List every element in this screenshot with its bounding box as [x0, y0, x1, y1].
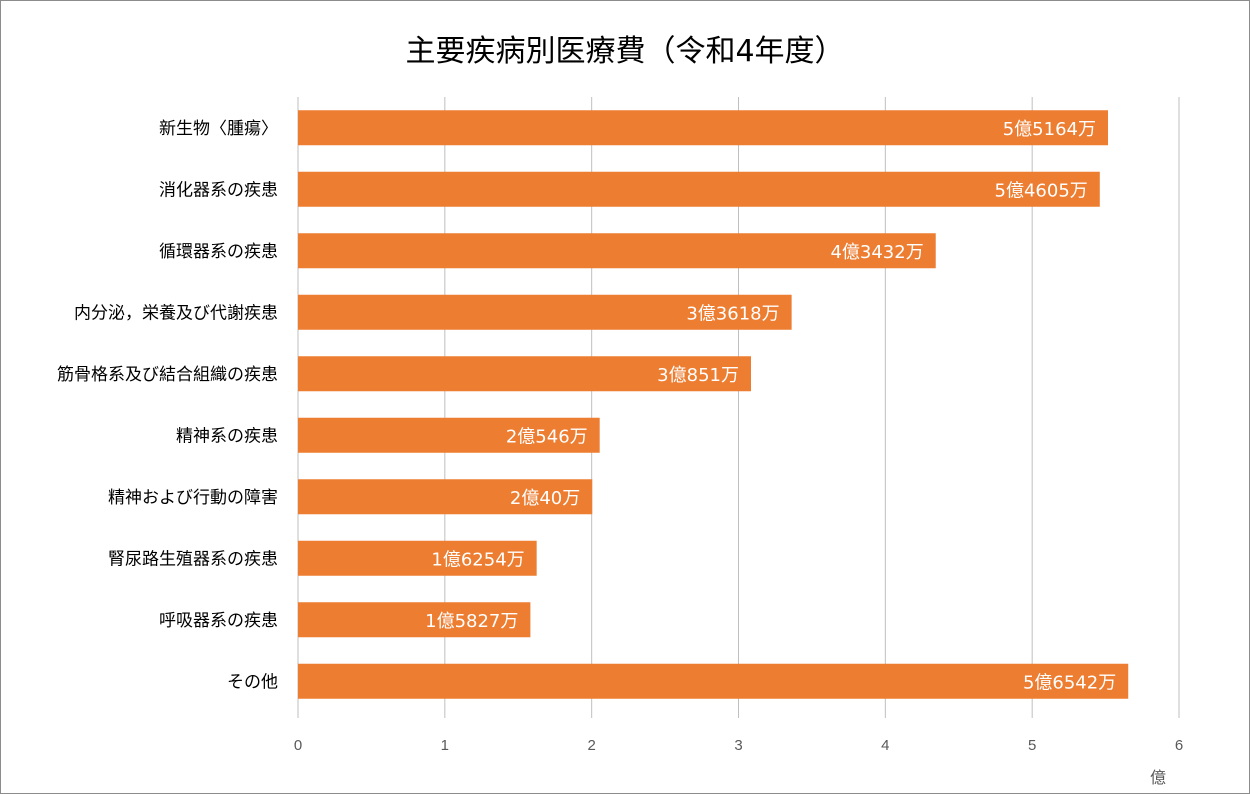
bar	[298, 294, 792, 330]
category-label: その他	[227, 672, 278, 692]
category-label: 精神および行動の障害	[108, 488, 278, 508]
x-tick-label: 1	[441, 737, 449, 754]
x-axis-unit-label: 億	[1150, 768, 1167, 787]
bar	[298, 356, 751, 392]
data-label: 2億546万	[506, 426, 588, 447]
bar	[298, 602, 531, 638]
category-label: 腎尿路生殖器系の疾患	[108, 549, 278, 569]
data-label: 5億4605万	[995, 180, 1088, 201]
x-tick-label: 6	[1175, 737, 1183, 754]
bar	[298, 663, 1129, 699]
x-tick-label: 0	[294, 737, 302, 754]
x-tick-label: 5	[1028, 737, 1036, 754]
category-label: 呼吸器系の疾患	[159, 611, 278, 631]
data-label: 1億6254万	[431, 549, 524, 570]
data-label: 3億851万	[657, 365, 739, 386]
bar	[298, 479, 593, 515]
bar	[298, 110, 1108, 146]
bar	[298, 233, 936, 269]
data-label: 2億40万	[510, 488, 580, 509]
category-label: 循環器系の疾患	[159, 242, 278, 262]
bar	[298, 171, 1100, 207]
data-label: 5億5164万	[1003, 119, 1096, 140]
x-tick-label: 2	[587, 737, 595, 754]
x-tick-label: 4	[881, 737, 889, 754]
bar	[298, 417, 600, 453]
x-tick-label: 3	[734, 737, 742, 754]
category-label: 内分泌，栄養及び代謝疾患	[74, 303, 278, 323]
category-label: 精神系の疾患	[176, 426, 278, 446]
bar	[298, 540, 537, 576]
category-label: 消化器系の疾患	[159, 180, 278, 200]
data-label: 5億6542万	[1023, 672, 1116, 693]
data-label: 1億5827万	[425, 611, 518, 632]
category-label: 筋骨格系及び結合組織の疾患	[57, 365, 278, 385]
data-label: 4億3432万	[830, 242, 923, 263]
category-label: 新生物〈腫瘍〉	[159, 119, 278, 139]
data-label: 3億3618万	[686, 303, 779, 324]
chart-title: 主要疾病別医療費（令和4年度）	[405, 34, 845, 69]
